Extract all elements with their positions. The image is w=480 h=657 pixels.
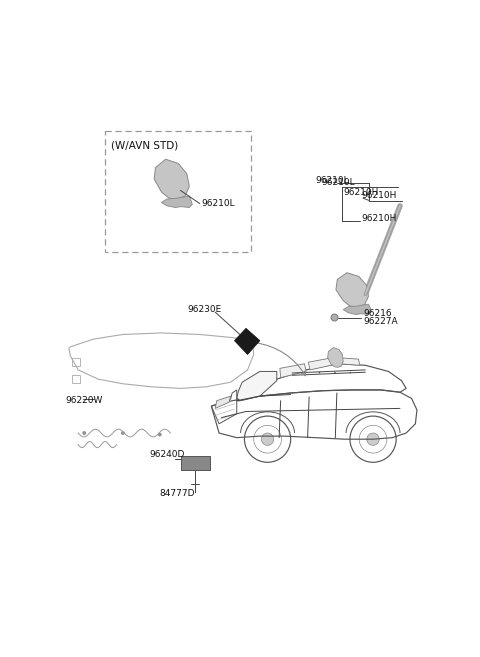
Polygon shape [161, 196, 192, 208]
Polygon shape [337, 357, 360, 365]
Text: 84777D: 84777D [160, 489, 195, 497]
Text: 96210L: 96210L [315, 176, 349, 185]
Bar [105, 131, 252, 252]
Polygon shape [280, 364, 306, 378]
Circle shape [158, 433, 161, 436]
Text: 96230E: 96230E [188, 306, 222, 314]
Polygon shape [308, 357, 335, 370]
Circle shape [331, 314, 338, 321]
Bar [180, 456, 210, 470]
Polygon shape [336, 273, 369, 307]
Text: 96216: 96216 [363, 309, 392, 318]
Circle shape [262, 433, 274, 445]
Text: 96210L: 96210L [201, 199, 235, 208]
Polygon shape [237, 371, 277, 401]
Text: 96210H: 96210H [344, 189, 379, 197]
Text: 96210H: 96210H [361, 191, 397, 200]
Polygon shape [154, 159, 189, 199]
Text: (W/AVN STD): (W/AVN STD) [111, 141, 179, 150]
Text: 96240D: 96240D [150, 450, 185, 459]
Text: 96210L: 96210L [322, 178, 355, 187]
Polygon shape [343, 304, 372, 315]
Circle shape [121, 432, 124, 434]
Text: 96210H: 96210H [361, 214, 397, 223]
Circle shape [367, 433, 379, 445]
Polygon shape [215, 396, 230, 409]
Polygon shape [328, 348, 343, 367]
Text: 96220W: 96220W [65, 396, 102, 405]
Circle shape [83, 432, 86, 434]
Text: 96227A: 96227A [363, 317, 397, 326]
Polygon shape [234, 328, 260, 355]
